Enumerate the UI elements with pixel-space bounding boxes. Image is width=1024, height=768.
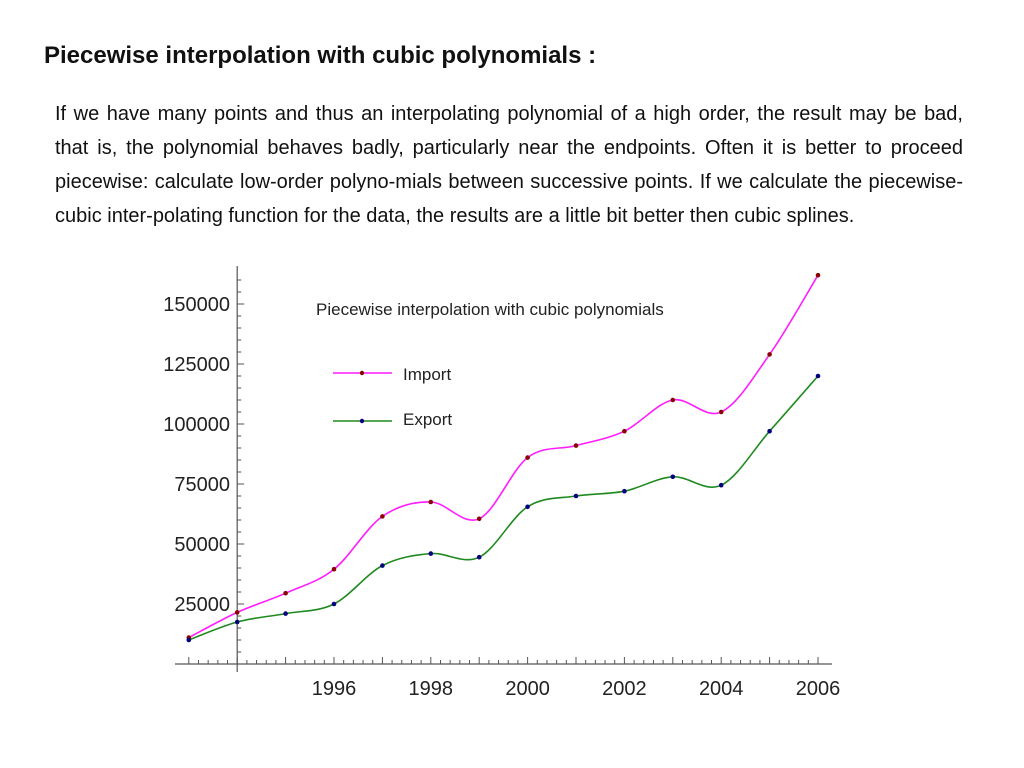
tick-labels: 25000 50000 75000 100000 125000 150000 1996 199…	[163, 294, 840, 700]
x-tick-label: 1996	[312, 678, 357, 700]
x-tick-label: 2004	[699, 678, 744, 700]
tick-marks	[188, 279, 819, 664]
data-point-export	[380, 563, 385, 568]
data-point-export	[428, 551, 434, 556]
data-point-export	[670, 474, 676, 480]
legend-label-import: Import	[403, 365, 451, 384]
data-point-import	[670, 397, 676, 403]
data-point-import	[283, 590, 288, 596]
data-point-import	[476, 516, 482, 522]
x-tick-label: 2002	[602, 678, 647, 700]
data-point-export	[815, 373, 821, 379]
data-point-import	[380, 514, 385, 519]
data-point-export	[283, 611, 288, 616]
data-point-import	[767, 352, 772, 357]
y-tick-label: 25000	[174, 594, 230, 616]
data-point-import	[573, 443, 579, 448]
slide-title: Piecewise interpolation with cubic polyn…	[44, 42, 597, 69]
data-point-export	[767, 428, 772, 434]
legend-marker-import	[359, 370, 365, 376]
data-point-export	[622, 488, 627, 494]
data-point-export	[525, 504, 530, 510]
y-tick-label: 150000	[163, 294, 230, 316]
x-tick-label: 1998	[409, 678, 454, 700]
y-tick-label: 75000	[174, 474, 230, 496]
series-lines	[188, 274, 819, 641]
data-point-export	[331, 601, 337, 607]
data-point-import	[331, 566, 337, 572]
y-tick-label: 50000	[174, 534, 230, 556]
data-point-export	[718, 482, 724, 488]
data-point-export	[573, 493, 579, 499]
y-tick-label: 100000	[163, 414, 230, 436]
data-point-export	[234, 619, 240, 625]
x-tick-label: 2006	[796, 678, 841, 700]
axes	[175, 266, 832, 672]
data-point-export	[186, 637, 192, 643]
data-point-import	[234, 610, 240, 615]
series-line-import	[188, 274, 819, 639]
legend-marker-export	[359, 418, 365, 424]
data-point-import	[815, 272, 821, 278]
data-point-import	[525, 455, 530, 460]
y-tick-label: 125000	[163, 354, 230, 376]
data-point-import	[718, 409, 724, 415]
x-tick-label: 2000	[505, 678, 550, 700]
data-point-import	[428, 499, 434, 505]
chart-title: Piecewise interpolation with cubic polyn…	[316, 300, 664, 319]
series-line-export	[188, 375, 819, 641]
data-point-import	[622, 428, 627, 434]
data-point-export	[476, 554, 482, 560]
explanation-paragraph: If we have many points and thus an inter…	[55, 103, 963, 227]
legend: Import Export	[333, 365, 452, 429]
legend-label-export: Export	[403, 410, 452, 429]
series-markers	[186, 272, 821, 643]
